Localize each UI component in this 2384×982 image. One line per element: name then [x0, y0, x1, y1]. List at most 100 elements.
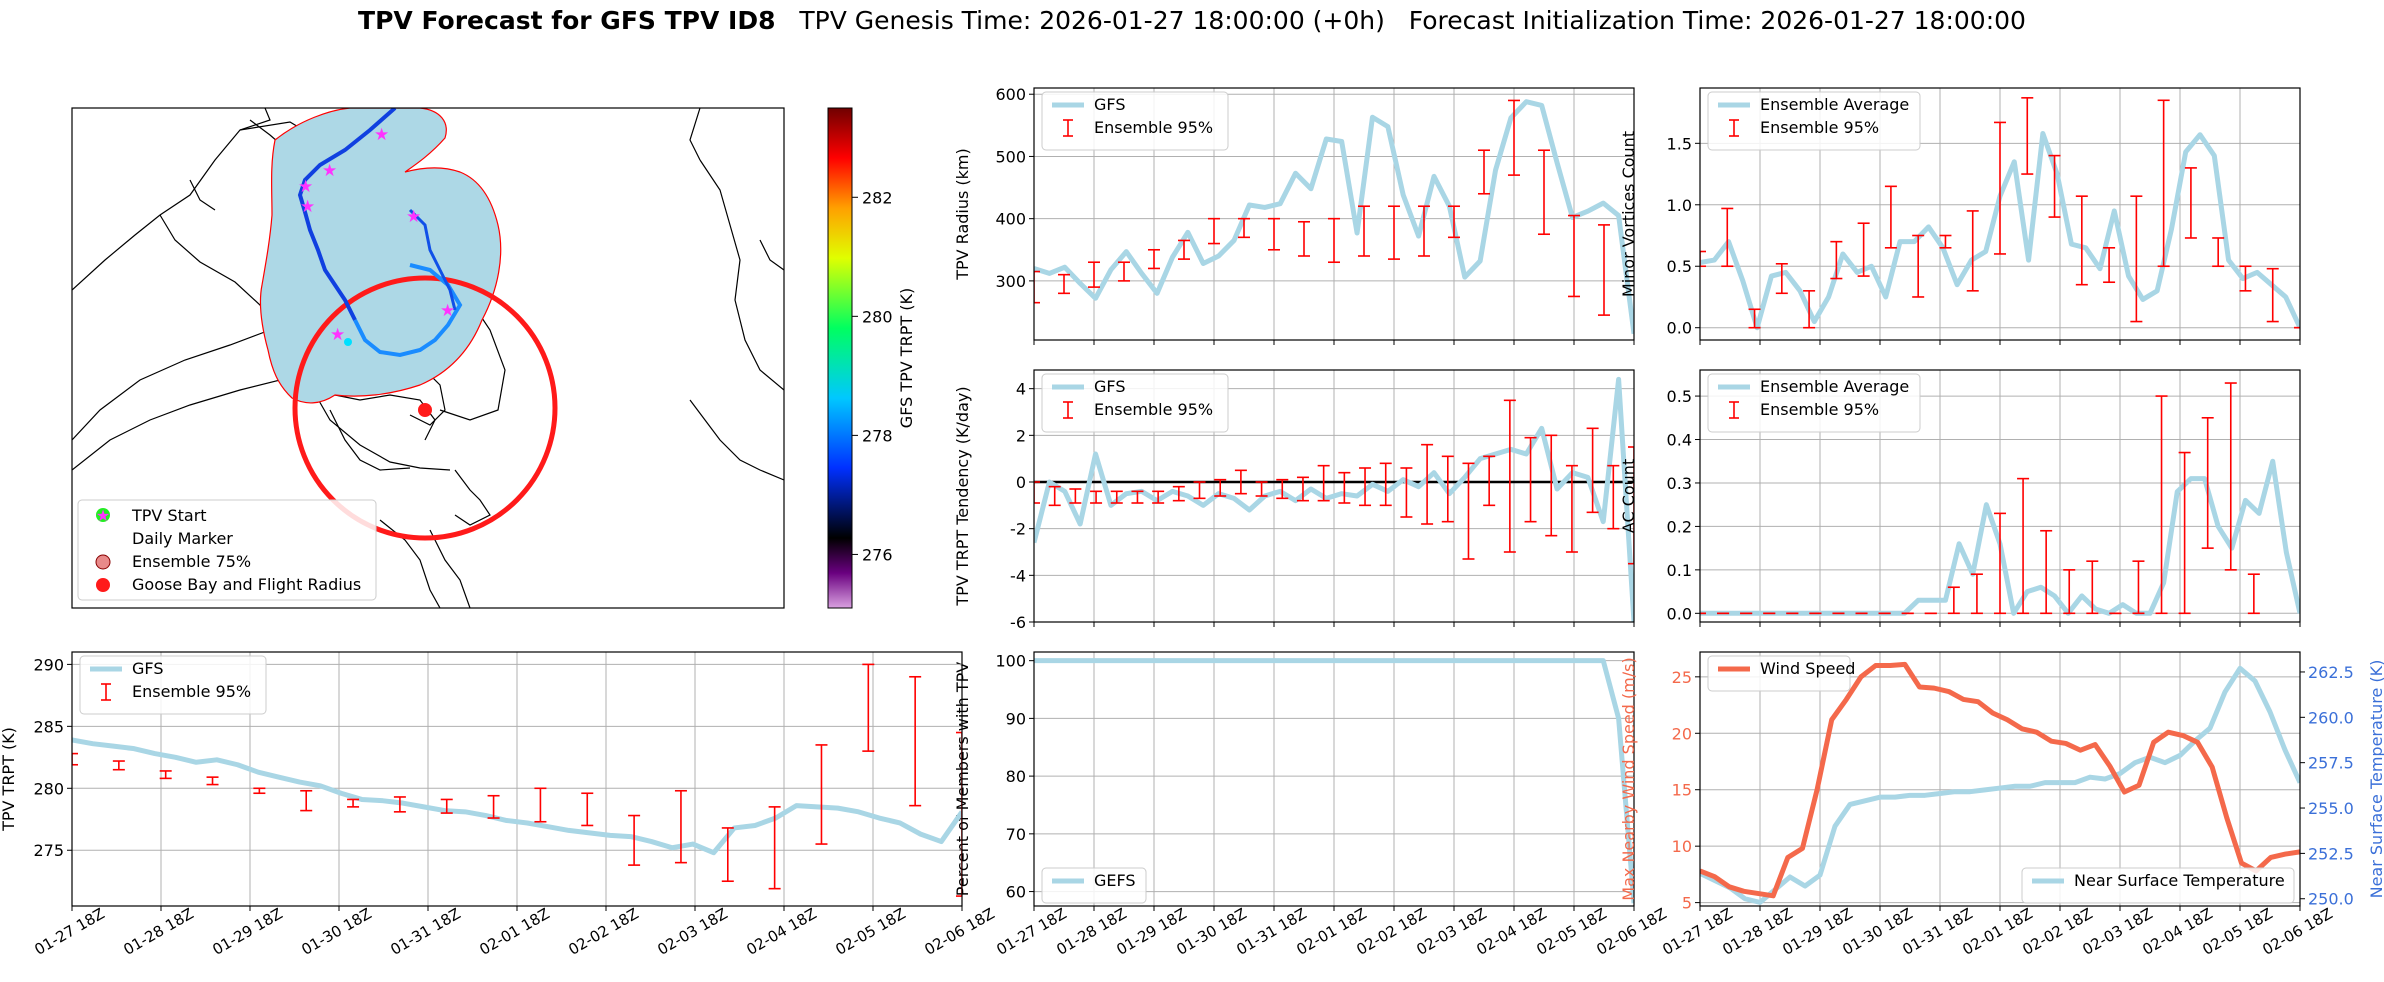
legend-box — [1707, 91, 1921, 151]
wind-speed-line — [1700, 661, 2300, 899]
x-tick-label: 01-30 18Z — [298, 904, 374, 958]
y2-tick-label: 250.0 — [2308, 890, 2354, 909]
chart-ac: 0.0 0.1 0.2 0.3 0.4 0.5 AC Count Ensemble Avera… — [1619, 369, 2301, 627]
x-tick-label: 02-05 18Z — [832, 904, 908, 958]
legend-label: Ensemble 95% — [1760, 118, 1879, 137]
legend: GFS Ensemble 95% — [1041, 91, 1229, 151]
y-tick-label: 280 — [33, 779, 64, 798]
ensemble-75-area — [259, 108, 502, 404]
legend-label: Ensemble 95% — [1760, 400, 1879, 419]
plot-area — [1700, 661, 2300, 905]
plot-frame — [1033, 87, 1635, 341]
plot-area — [1700, 97, 2300, 331]
legend-label: GEFS — [1094, 871, 1136, 890]
series-line — [72, 737, 962, 856]
map-legend-label: Ensemble 75% — [132, 552, 251, 571]
goose-bay-legend-icon — [96, 578, 110, 592]
colorbar-ticks: 276 278 280 282 — [852, 188, 893, 564]
y-tick-label: 300 — [995, 272, 1026, 291]
plot-frame — [1699, 651, 2301, 907]
figure-title: TPV Forecast for GFS TPV ID8 TPV Genesis… — [0, 6, 2384, 35]
daily-marker: ★ — [298, 177, 313, 197]
colorbar: 276 278 280 282 GFS TPV TRPT (K) — [827, 107, 916, 609]
y-tick-label: 500 — [995, 147, 1026, 166]
y-axis-label: TPV Radius (km) — [953, 148, 972, 281]
plot-area — [1034, 658, 1634, 904]
map-legend-label: TPV Start — [131, 506, 207, 525]
legend-label: Ensemble Average — [1760, 95, 1909, 114]
legend-label: Ensemble 95% — [1094, 400, 1213, 419]
plot-area — [1700, 382, 2300, 616]
y-tick-label: 0.1 — [1667, 561, 1692, 580]
legend: GFS Ensemble 95% — [1041, 373, 1229, 433]
y-tick-label: 80 — [1006, 767, 1026, 786]
x-tick-label: 01-27 18Z — [31, 904, 107, 958]
colorbar-bar — [827, 107, 853, 609]
ensemble-track — [353, 263, 463, 358]
y-axis-label: TPV TRPT (K) — [0, 727, 18, 832]
x-tick-label: 01-31 18Z — [387, 904, 463, 958]
legend: Ensemble Average Ensemble 95% — [1707, 373, 1921, 433]
map-legend-box — [77, 499, 377, 601]
y-tick-label: 275 — [33, 841, 64, 860]
y-axis-label: Minor Vortices Count — [1619, 131, 1638, 297]
legend-label: Ensemble 95% — [132, 682, 251, 701]
legend-box — [1041, 91, 1229, 151]
legend-box — [1707, 373, 1921, 433]
legend-label: GFS — [1094, 377, 1125, 396]
plot-frame — [71, 651, 963, 907]
chart-trpt: 01-27 18Z 01-28 18Z 01-29 18Z 01-30 18Z 01-3… — [0, 651, 998, 959]
y-tick-label: -2 — [1010, 520, 1026, 539]
y-axis-label: Max Nearby Wind Speed (m/s) — [1619, 657, 1638, 900]
title-genesis: TPV Genesis Time: 2026-01-27 18:00:00 (+… — [799, 6, 1385, 35]
series-line — [1034, 376, 1634, 622]
chart-tendency: -6 -4 -2 0 2 4 TPV TRPT Tendency (K/day) GFS Ens… — [953, 369, 1635, 632]
goose-bay-marker — [418, 403, 432, 417]
gfs-track — [297, 108, 397, 321]
y-tick-label: 600 — [995, 85, 1026, 104]
daily-marker: ★ — [330, 325, 345, 345]
y-tick-label: 20 — [1672, 724, 1692, 743]
plot-frame — [1033, 651, 1635, 907]
flight-radius-circle — [292, 275, 558, 541]
y-tick-label: 1.0 — [1667, 196, 1692, 215]
ensemble-75-legend-icon — [95, 554, 111, 570]
plot-area — [72, 663, 962, 897]
y-tick-label: 60 — [1006, 883, 1026, 902]
y2-tick-label: 255.0 — [2308, 799, 2354, 818]
y-tick-label: 2 — [1016, 426, 1026, 445]
x-tick-label: 02-03 18Z — [654, 904, 730, 958]
y-tick-label: 0.4 — [1667, 431, 1692, 450]
legend: GFS Ensemble 95% — [79, 655, 267, 715]
x-tick-label: 01-29 18Z — [209, 904, 285, 958]
legend-label: Near Surface Temperature — [2074, 871, 2285, 890]
y-tick-label: 15 — [1672, 781, 1692, 800]
colorbar-label: GFS TPV TRPT (K) — [897, 288, 916, 428]
y-tick-label: 0 — [1016, 473, 1026, 492]
colorbar-tick-label: 282 — [862, 188, 893, 207]
series-line — [1034, 658, 1634, 904]
y-tick-label: 0.5 — [1667, 387, 1692, 406]
x-tick-label: 02-02 18Z — [565, 904, 641, 958]
plot-area — [1034, 99, 1634, 335]
legend: Wind Speed — [1707, 655, 1855, 692]
tpv-start-marker — [344, 338, 352, 346]
y2-tick-label: 252.5 — [2308, 844, 2354, 863]
map-legend-label: Goose Bay and Flight Radius — [132, 575, 361, 594]
map-legend-label: Daily Marker — [132, 529, 233, 548]
y2-tick-label: 262.5 — [2308, 663, 2354, 682]
daily-marker: ★ — [300, 197, 315, 217]
daily-marker: ★ — [322, 161, 337, 181]
title-bold: TPV Forecast for GFS TPV ID8 — [358, 6, 776, 35]
map-legend: ★ TPV Start Daily Marker Ensemble 75% Goose… — [77, 499, 377, 601]
legend-label: GFS — [132, 659, 163, 678]
daily-marker: ★ — [406, 207, 421, 227]
legend-box — [1041, 867, 1147, 904]
y-tick-label: 285 — [33, 717, 64, 736]
y-tick-label: 4 — [1016, 380, 1026, 399]
y-tick-label: 10 — [1672, 837, 1692, 856]
y-tick-label: 0.0 — [1667, 319, 1692, 338]
